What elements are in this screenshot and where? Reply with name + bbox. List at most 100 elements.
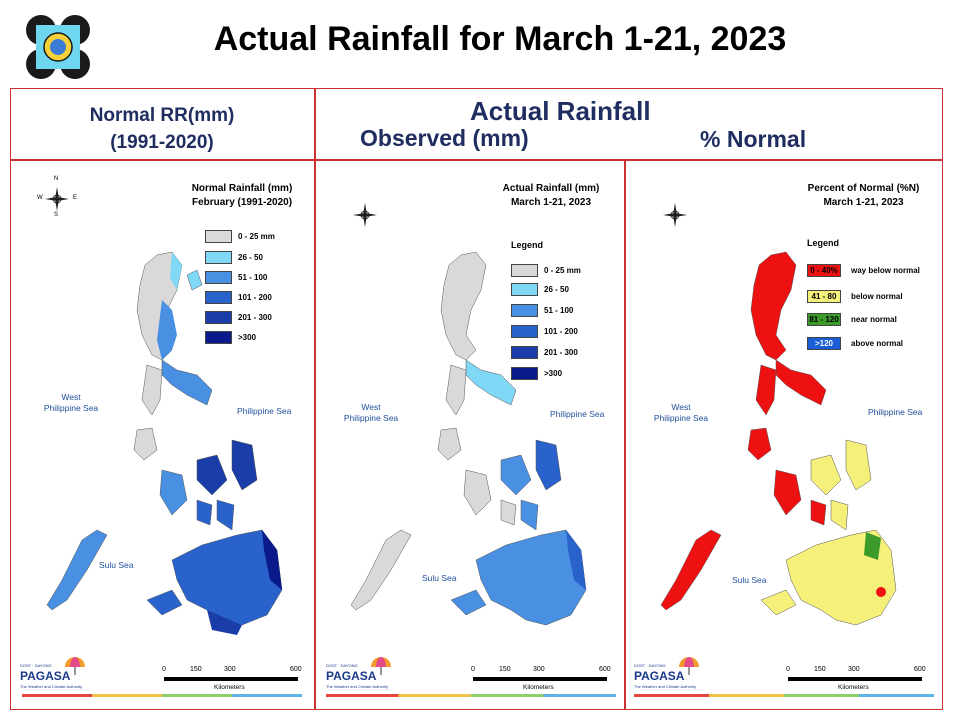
legend-label: 201 - 300: [238, 313, 272, 322]
brand-sub: The Weather and Climate Authority: [634, 684, 697, 689]
umbrella-icon: [65, 657, 85, 675]
sea-label-west: West Philippine Sea: [36, 392, 106, 414]
legend-desc: above normal: [851, 339, 904, 348]
percent-legend-row: 0 - 40% way below normal: [807, 263, 920, 278]
observed-legend-title: Legend: [511, 240, 544, 250]
scale-bar: 0 150 300 600 Kilometers: [471, 666, 616, 696]
panel-observed: Actual Rainfall (mm) March 1-21, 2023 Le…: [316, 160, 623, 700]
normal-legend-row: 51 - 100: [205, 270, 267, 285]
legend-label: 51 - 100: [238, 273, 268, 282]
observed-map: [350, 251, 587, 626]
legend-swatch: [511, 283, 538, 296]
observed-legend-row: 51 - 100: [511, 303, 573, 318]
legend-desc: way below normal: [851, 266, 920, 275]
divider-header: [10, 159, 943, 161]
legend-label: >300: [544, 369, 563, 378]
normal-map-title-line2: February (1991-2020): [191, 197, 293, 208]
percent-map-title-line2: March 1-21, 2023: [823, 197, 904, 208]
panel-percent: Percent of Normal (%N) March 1-21, 2023 …: [626, 160, 941, 700]
brand-tagline: DOST · DAYONG: [634, 663, 666, 668]
legend-swatch: >120: [807, 337, 841, 350]
compass-w: W: [37, 195, 43, 201]
sea-label-west-line1: West: [361, 402, 381, 412]
brand-name: PAGASA: [20, 669, 71, 683]
observed-header: Observed (mm): [360, 125, 529, 151]
pagasa-brand: DOST · DAYONG PAGASA The Weather and Cli…: [632, 657, 702, 693]
legend-swatch: [205, 251, 232, 264]
legend-label: 101 - 200: [238, 293, 272, 302]
legend-label: 51 - 100: [544, 306, 574, 315]
observed-legend-row: 201 - 300: [511, 345, 578, 360]
legend-swatch: 81 - 120: [807, 313, 841, 326]
legend-swatch: [511, 325, 538, 338]
sea-label-west-line2: Philippine Sea: [343, 413, 399, 423]
sea-label-west-line2: Philippine Sea: [653, 413, 709, 423]
brand-tagline: DOST · DAYONG: [20, 663, 52, 668]
normal-map-title: Normal Rainfall (mm) February (1991-2020…: [172, 182, 312, 210]
normal-legend-row: 201 - 300: [205, 310, 272, 325]
legend-label: 0 - 25 mm: [544, 266, 581, 275]
observed-map-title-line2: March 1-21, 2023: [510, 197, 592, 208]
actual-header: Actual Rainfall: [470, 96, 651, 126]
legend-swatch: [511, 304, 538, 317]
legend-label: 0 - 25 mm: [238, 232, 275, 241]
pagasa-brand: DOST · DAYONG PAGASA The Weather and Cli…: [18, 657, 88, 693]
sea-label-sulu: Sulu Sea: [732, 575, 767, 585]
scale-tick: 300: [533, 666, 545, 673]
scale-tick: 600: [914, 666, 926, 673]
legend-label: 201 - 300: [544, 348, 578, 357]
legend-swatch: [205, 291, 232, 304]
panel-normal: Normal Rainfall (mm) February (1991-2020…: [12, 160, 313, 700]
legend-swatch: [205, 230, 232, 243]
observed-map-title: Actual Rainfall (mm) March 1-21, 2023: [481, 182, 621, 210]
compass-icon: [350, 198, 380, 232]
scale-unit: Kilometers: [523, 684, 554, 691]
page-title: Actual Rainfall for March 1-21, 2023: [213, 20, 787, 58]
footer-strip: [634, 694, 934, 697]
sea-label-philippine: Philippine Sea: [868, 407, 923, 417]
normal-header: Normal RR(mm) (1991-2020): [12, 102, 312, 156]
legend-label: 26 - 50: [238, 253, 263, 262]
legend-desc: near normal: [851, 315, 897, 324]
scale-tick: 0: [162, 666, 166, 673]
compass-n: N: [54, 176, 59, 182]
observed-map-title-line1: Actual Rainfall (mm): [502, 183, 600, 194]
normal-map: [46, 251, 283, 635]
sea-label-west-line2: Philippine Sea: [43, 403, 99, 413]
footer-strip: [326, 694, 616, 697]
umbrella-icon: [679, 657, 699, 675]
divider-right: [624, 160, 626, 710]
scale-tick: 600: [290, 666, 302, 673]
percent-legend-row: 41 - 80 below normal: [807, 289, 903, 304]
legend-label: 26 - 50: [544, 285, 569, 294]
brand-name: PAGASA: [634, 669, 685, 683]
normal-header-line2: (1991-2020): [110, 132, 214, 153]
normal-header-line1: Normal RR(mm): [89, 105, 235, 126]
percent-map: [660, 251, 897, 626]
legend-desc: below normal: [851, 292, 903, 301]
pagasa-brand: DOST · DAYONG PAGASA The Weather and Cli…: [324, 657, 394, 693]
brand-tagline: DOST · DAYONG: [326, 663, 358, 668]
legend-swatch: [205, 311, 232, 324]
legend-swatch: [511, 346, 538, 359]
scale-bar: 0 150 300 600 Kilometers: [162, 666, 307, 696]
legend-swatch: [511, 367, 538, 380]
sea-label-philippine: Philippine Sea: [237, 406, 292, 416]
legend-label: 101 - 200: [544, 327, 578, 336]
legend-swatch: [511, 264, 538, 277]
sea-label-west-line1: West: [61, 392, 81, 402]
umbrella-icon: [371, 657, 391, 675]
scale-bar: 0 150 300 600 Kilometers: [786, 666, 931, 696]
scale-tick: 600: [599, 666, 611, 673]
legend-swatch: [205, 331, 232, 344]
scale-unit: Kilometers: [214, 684, 245, 691]
percent-legend-row: >120 above normal: [807, 336, 903, 351]
legend-label: >300: [238, 333, 257, 342]
compass-e: E: [73, 195, 78, 201]
observed-legend-row: 101 - 200: [511, 324, 578, 339]
sea-label-west: West Philippine Sea: [336, 402, 406, 424]
scale-unit: Kilometers: [838, 684, 869, 691]
compass-icon: [660, 198, 690, 232]
sea-label-philippine: Philippine Sea: [550, 409, 605, 419]
legend-swatch: [205, 271, 232, 284]
